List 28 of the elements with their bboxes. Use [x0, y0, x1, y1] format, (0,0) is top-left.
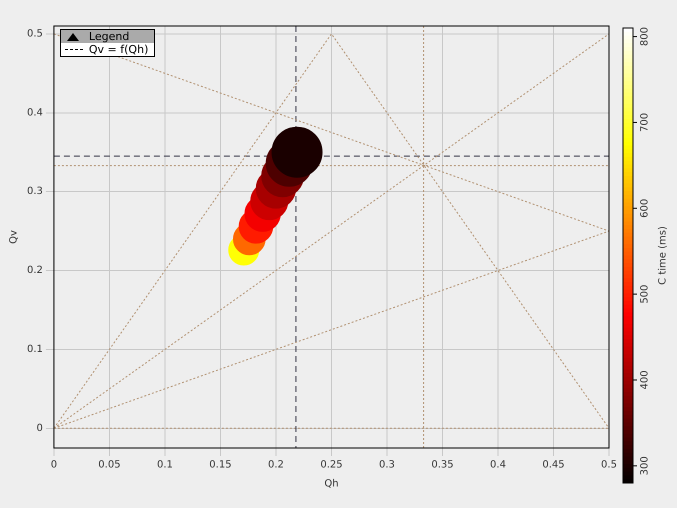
- x-tick-label: 0.5: [601, 460, 617, 471]
- color-bar-label: 300: [640, 456, 651, 476]
- x-tick-label: 0.25: [320, 460, 343, 471]
- y-tick-label: 0.3: [26, 186, 43, 198]
- x-tick-label: 0.15: [209, 460, 232, 471]
- x-tick-label: 0: [50, 460, 58, 471]
- color-bar-label: 500: [640, 284, 651, 304]
- y-tick-label: 0.4: [26, 107, 43, 118]
- x-tick-label: 0.1: [156, 460, 173, 471]
- x-tick-label: 0.35: [431, 460, 454, 471]
- color-bar-label: 800: [640, 27, 651, 46]
- y-tick-label: 0: [36, 422, 43, 434]
- y-tick-label: 0.2: [26, 265, 43, 276]
- x-axis-title: Qh: [324, 478, 339, 490]
- x-tick-label: 0.05: [98, 460, 121, 471]
- y-tick-label: 0.1: [26, 344, 43, 355]
- x-tick-label: 0.4: [490, 460, 506, 471]
- color-bar-label: 600: [640, 198, 651, 218]
- y-axis-title: Qv: [8, 230, 20, 244]
- color-bar-label: 400: [640, 370, 651, 390]
- color-bar-label: 700: [640, 112, 651, 132]
- x-tick-label: 0.3: [379, 460, 395, 471]
- color-bar-title: C time (ms): [658, 226, 669, 285]
- legend-box: Legend Qv = f(Qh): [60, 29, 156, 57]
- y-tick-label: 0.5: [26, 28, 43, 40]
- x-tick-label: 0.45: [542, 460, 565, 471]
- x-tick-label: 0.2: [268, 460, 284, 471]
- legend-title: Legend: [88, 30, 130, 43]
